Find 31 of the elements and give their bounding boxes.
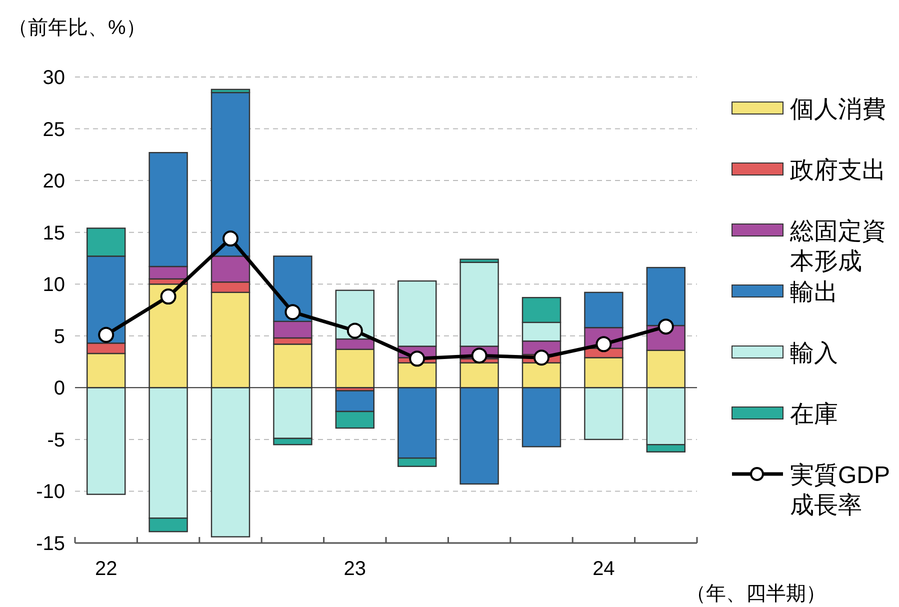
x-axis-title: （年、四半期）	[686, 583, 826, 605]
point	[284, 304, 301, 320]
y-tick-label: 5	[54, 326, 65, 348]
point	[160, 288, 176, 305]
point	[346, 322, 363, 339]
point	[222, 230, 238, 247]
y-tick-label: 20	[42, 170, 65, 193]
y-tick-label: 15	[42, 222, 65, 244]
y-tick-label: -15	[36, 533, 65, 555]
point	[409, 350, 426, 367]
legend-label: 個人消費	[790, 96, 886, 123]
y-tick-label: -5	[47, 429, 65, 452]
legend-label: 輸出	[790, 279, 838, 306]
legend-label: 在庫	[790, 401, 838, 428]
x-tick-label: 23	[344, 558, 366, 580]
point	[98, 326, 114, 343]
x-tick-label: 22	[94, 558, 118, 580]
x-tick-label: 24	[592, 558, 615, 580]
legend-label: 輸入	[790, 340, 838, 367]
y-tick-label: -10	[36, 481, 65, 504]
y-tick-label: 10	[42, 274, 65, 296]
y-axis-title: （前年比、%）	[8, 17, 146, 39]
y-tick-label: 25	[42, 118, 65, 141]
legend-label: 実質GDP成長率	[790, 462, 890, 519]
point	[471, 348, 488, 364]
legend-label: 政府支出	[790, 157, 886, 184]
y-tick-label: 30	[42, 67, 65, 89]
legend-label: 総固定資本形成	[789, 218, 886, 275]
y-tick-label: 0	[54, 378, 65, 400]
point	[658, 318, 674, 335]
point	[534, 350, 550, 366]
